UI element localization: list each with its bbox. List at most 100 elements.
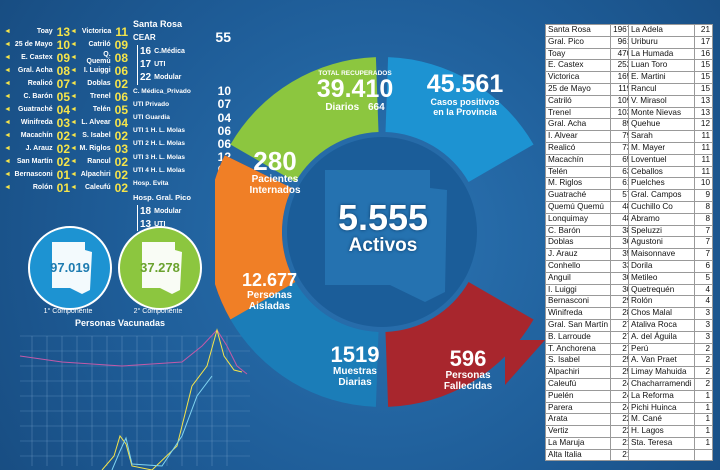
city-name: Gral. San Martín — [544, 318, 612, 332]
city-row: Trenel 103 — [544, 106, 635, 120]
arrow-icon: ◄ — [4, 184, 11, 191]
hospital-row-label: UTI 2 H. L. Molas — [133, 140, 186, 148]
mid-list-row: ◄ Trenel 06 — [70, 90, 128, 104]
city-row: Bernasconi 29 — [544, 295, 635, 309]
city-name: E. Castex — [544, 59, 612, 73]
city-value: 09 — [56, 50, 70, 65]
city-name: Uriburu — [628, 35, 695, 49]
city-value: 11 — [115, 24, 128, 39]
city-name: M. Riglos — [79, 145, 111, 152]
city-value: 02 — [56, 141, 70, 156]
city-count: 2 — [693, 366, 714, 379]
isolated-label-1: Personas — [246, 290, 293, 301]
city-value: 04 — [56, 102, 70, 117]
city-row: Guatraché 57 — [544, 189, 635, 202]
left-list-row: ◄ 25 de Mayo 10 — [4, 38, 70, 52]
city-name: Santa Rosa — [544, 24, 612, 37]
positive-label-2: en la Provincia — [433, 107, 497, 117]
city-count: 12 — [693, 118, 714, 132]
arrow-icon: ◄ — [4, 80, 11, 87]
city-name: San Martín — [16, 158, 53, 165]
hospital-row-value: 07 — [217, 97, 231, 112]
city-name: Doblas — [87, 80, 111, 87]
left-list-row: ◄ Toay 13 — [4, 25, 70, 39]
left-list-row: ◄ Winifreda 03 — [4, 116, 70, 130]
hospital-row-label: C. Médica_Privado — [133, 87, 191, 95]
city-name: La Maruja — [544, 436, 612, 450]
pampa-map-icon — [52, 242, 92, 294]
city-row: Vertiz 22 — [544, 425, 635, 438]
first-dose-circle: 97.019 — [28, 226, 112, 310]
mid-list-row: ◄ Alpachiri 02 — [70, 167, 128, 182]
city-name: Limay Mahuida — [628, 366, 695, 379]
mid-list-row: ◄ S. Isabel 02 — [70, 129, 128, 143]
arrow-icon: ◄ — [4, 119, 11, 126]
city-value: 05 — [114, 102, 128, 117]
recovered-title: TOTAL RECUPERADOS — [318, 70, 392, 77]
city-count: 3 — [693, 318, 714, 332]
city-row: Rolón 4 — [628, 295, 714, 309]
city-name: Q. Quemú — [86, 50, 111, 65]
city-name: Parera — [544, 401, 612, 415]
vaccinated-title: Personas Vacunadas — [74, 318, 166, 328]
city-value: 04 — [114, 115, 128, 130]
city-row: Caleufú 24 — [544, 377, 635, 391]
city-name: Winifreda — [20, 119, 53, 126]
city-row: Puelches 10 — [628, 177, 714, 191]
city-name: J. Arauz — [544, 248, 612, 261]
city-count: 4 — [693, 295, 714, 309]
city-name: Telén — [544, 165, 612, 179]
city-row: Sarah 11 — [628, 130, 714, 143]
hospital-row: UTI 1 H. L. Molas 06 — [133, 124, 231, 138]
city-count: 13 — [693, 106, 714, 120]
city-row: Gral. Campos 9 — [628, 189, 714, 202]
arrow-icon: ◄ — [70, 28, 77, 35]
city-name: Quehue — [628, 118, 695, 132]
city-name: E. Martini — [628, 71, 695, 84]
arrow-icon: ◄ — [4, 28, 11, 35]
city-name: Rancul — [87, 158, 111, 165]
city-name: Metileo — [628, 271, 695, 285]
pico-row-value: 18 — [140, 206, 152, 218]
second-dose-circle: 37.278 — [118, 226, 202, 310]
city-name: Rolón — [32, 184, 53, 191]
first-dose-value: 97.019 — [50, 260, 90, 275]
city-row: Perú 2 — [628, 342, 714, 356]
city-row: Abramo 8 — [628, 212, 714, 226]
city-name: B. Larroude — [544, 330, 612, 344]
pico-row-value: 13 — [140, 219, 152, 231]
city-name: Catriló — [544, 94, 612, 108]
city-row: V. Mirasol 13 — [628, 94, 714, 108]
city-name: Telén — [92, 106, 111, 113]
city-name: A. Van Praet — [628, 354, 695, 368]
city-value: 01 — [56, 167, 70, 182]
pico-row-label: UTI — [154, 221, 166, 229]
city-name: Abramo — [628, 212, 695, 226]
recovered-segment: TOTAL RECUPERADOS 39.410 Diarios 664 — [300, 70, 410, 113]
hospital-row: UTI 3 H. L. Molas12 — [133, 150, 231, 164]
city-count: 5 — [693, 271, 714, 285]
city-value: 02 — [114, 167, 128, 182]
active-value: 5.555 — [337, 197, 429, 238]
deaths-arrow-icon — [505, 340, 545, 385]
hospital-row-label: UTI Guardia — [133, 114, 170, 122]
city-name: Ataliva Roca — [628, 318, 695, 332]
hospitalized-label-2: Internados — [249, 185, 301, 196]
city-name: Cuchillo Co — [628, 200, 695, 214]
hospital-row-label: Hosp. Evita — [133, 179, 169, 187]
left-list-row: ◄ Bernasconi 01 — [4, 167, 70, 182]
isolated-label-2: Aisladas — [248, 301, 291, 312]
second-dose-value: 37.278 — [140, 260, 180, 275]
city-row: E. Martini 15 — [628, 71, 714, 84]
city-name: Ceballos — [628, 165, 695, 179]
city-row: La Adela 21 — [628, 24, 714, 37]
mid-list-row: ◄ Victorica 11 — [70, 24, 128, 39]
arrow-icon: ◄ — [4, 93, 11, 100]
city-name: S. Isabel — [82, 132, 111, 139]
arrow-icon: ◄ — [70, 171, 77, 178]
city-row: Quetrequén 4 — [628, 283, 714, 297]
city-value: 06 — [114, 63, 128, 78]
city-name: La Humada — [628, 47, 695, 61]
city-name: Winifreda — [544, 307, 612, 320]
city-name: Arata — [544, 413, 612, 427]
